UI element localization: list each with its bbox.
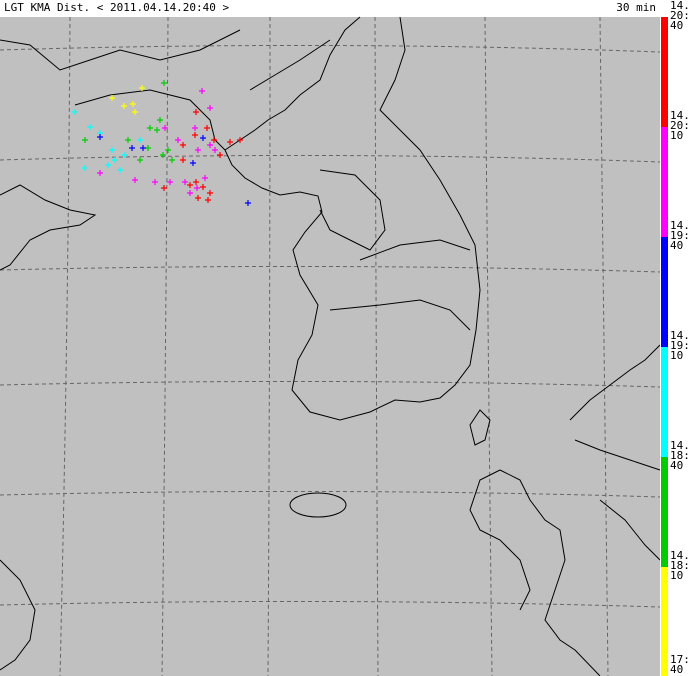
strike (87, 124, 93, 130)
strike (162, 125, 168, 131)
strike (199, 88, 205, 94)
strike (130, 101, 136, 107)
strike (200, 184, 206, 190)
legend-label: 18: (670, 449, 690, 462)
strike (217, 152, 223, 158)
strike (72, 109, 78, 115)
strike (157, 117, 163, 123)
legend-label: 17: (670, 653, 690, 666)
strike (207, 190, 213, 196)
strike (137, 137, 143, 143)
strike (154, 127, 160, 133)
strike (195, 147, 201, 153)
strike (147, 125, 153, 131)
legend-label: 10 (670, 569, 683, 582)
legend-label: 40 (670, 239, 683, 252)
strike (192, 132, 198, 138)
strike (117, 167, 123, 173)
strike (167, 179, 173, 185)
strike (200, 135, 206, 141)
legend-label: 20: (670, 119, 690, 132)
strike (169, 157, 175, 163)
strike (122, 152, 128, 158)
strike (137, 157, 143, 163)
strike (194, 185, 200, 191)
strike (180, 142, 186, 148)
strike (211, 137, 217, 143)
strike (161, 80, 167, 86)
strike (187, 190, 193, 196)
strike (132, 177, 138, 183)
legend-label: 14. (670, 549, 690, 562)
legend-label: 20: (670, 9, 690, 22)
legend-label: 14. (670, 439, 690, 452)
strike (204, 125, 210, 131)
strike (161, 185, 167, 191)
strike (160, 152, 166, 158)
legend-label: 10 (670, 129, 683, 142)
strike (125, 137, 131, 143)
strike (165, 147, 171, 153)
legend-swatch (661, 237, 668, 347)
strike (195, 195, 201, 201)
graticule (0, 16, 661, 676)
strike (105, 162, 111, 168)
legend-label: 40 (670, 459, 683, 472)
strike (237, 137, 243, 143)
strike (202, 175, 208, 181)
legend-label: 19: (670, 229, 690, 242)
strike (139, 85, 145, 91)
legend-label: 14. (670, 219, 690, 232)
strike (205, 197, 211, 203)
strike (193, 109, 199, 115)
strike (182, 179, 188, 185)
time-legend: 14.20:4014.20:1014.19:4014.19:1014.18:40… (660, 0, 696, 676)
legend-label: 40 (670, 663, 683, 676)
strike (152, 179, 158, 185)
strike (109, 147, 115, 153)
strike (109, 95, 115, 101)
strike (207, 142, 213, 148)
legend-swatch (661, 17, 668, 127)
legend-label: 14. (670, 109, 690, 122)
legend-swatch (661, 567, 668, 676)
strike (187, 182, 193, 188)
strike (245, 200, 251, 206)
strike (132, 109, 138, 115)
strike (82, 165, 88, 171)
strike (190, 160, 196, 166)
legend-label: 14. (670, 0, 690, 12)
strike (175, 137, 181, 143)
legend-label: 10 (670, 349, 683, 362)
legend-label: 40 (670, 19, 683, 32)
strike (140, 145, 146, 151)
strike (97, 134, 103, 140)
lightning-strikes (72, 80, 251, 206)
strike (227, 139, 233, 145)
header-interval: 30 min (616, 1, 656, 14)
strike (193, 179, 199, 185)
strike (180, 157, 186, 163)
legend-swatch (661, 457, 668, 567)
strike (192, 125, 198, 131)
legend-swatch (661, 127, 668, 237)
strike (82, 137, 88, 143)
strike (97, 170, 103, 176)
strike (207, 105, 213, 111)
strike (121, 103, 127, 109)
strike (212, 147, 218, 153)
legend-label: 19: (670, 339, 690, 352)
strike (112, 157, 118, 163)
header-title: LGT KMA Dist. < 2011.04.14.20:40 > (4, 1, 230, 14)
legend-label: 18: (670, 559, 690, 572)
legend-label: 14. (670, 329, 690, 342)
legend-swatch (661, 347, 668, 457)
strike (129, 145, 135, 151)
map-area (0, 17, 660, 676)
